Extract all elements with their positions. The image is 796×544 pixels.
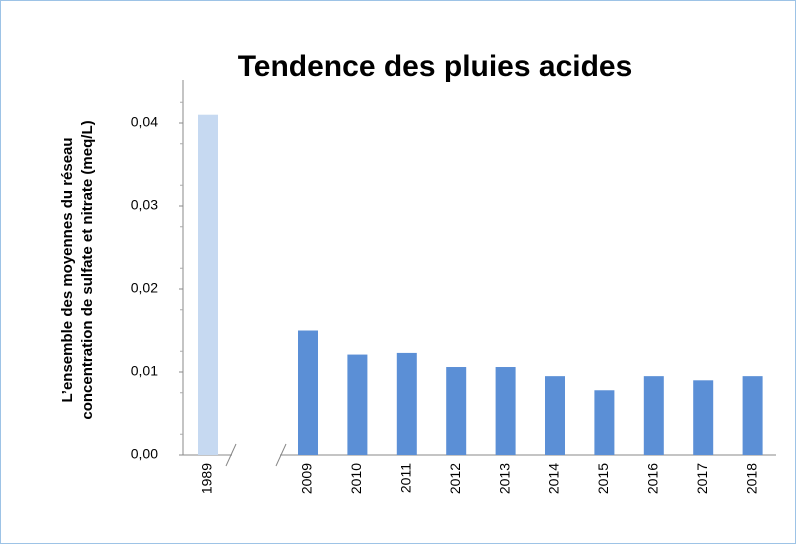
x-tick-label: 2011 <box>398 463 414 493</box>
chart-title: Tendence des pluies acides <box>238 50 633 83</box>
x-tick-label: 2010 <box>348 463 364 494</box>
bar <box>347 354 368 455</box>
y-tick-label: 0,01 <box>131 363 158 379</box>
y-tick-label: 0,04 <box>131 114 158 130</box>
x-tick-label: 2016 <box>645 463 661 494</box>
bar <box>495 367 516 455</box>
axis-break <box>275 443 287 467</box>
x-tick-label: 1989 <box>199 463 215 494</box>
y-tick-label: 0,03 <box>131 197 158 213</box>
bar <box>594 390 615 455</box>
bar <box>742 376 763 455</box>
x-tick-label: 2017 <box>694 463 710 494</box>
x-tick-label: 2014 <box>546 463 562 494</box>
y-axis-label: L’ensemble des moyennes du réseau <box>59 137 76 402</box>
x-tick-label: 2009 <box>299 463 315 494</box>
bar <box>396 352 417 455</box>
x-tick-label: 2012 <box>447 463 463 494</box>
bar <box>298 330 318 455</box>
bar <box>643 376 664 455</box>
bar <box>545 376 565 455</box>
y-tick-label: 0,02 <box>131 280 158 296</box>
y-tick-label: 0,00 <box>131 446 158 462</box>
axis-break <box>225 443 237 467</box>
x-tick-label: 2015 <box>595 463 611 494</box>
x-tick-label: 2018 <box>743 463 759 494</box>
bar <box>198 114 218 455</box>
x-tick-label: 2013 <box>496 463 512 494</box>
bar <box>446 367 467 455</box>
y-axis-label: concentration de sulfate et nitrate (meq… <box>79 120 96 419</box>
bar <box>693 380 714 455</box>
